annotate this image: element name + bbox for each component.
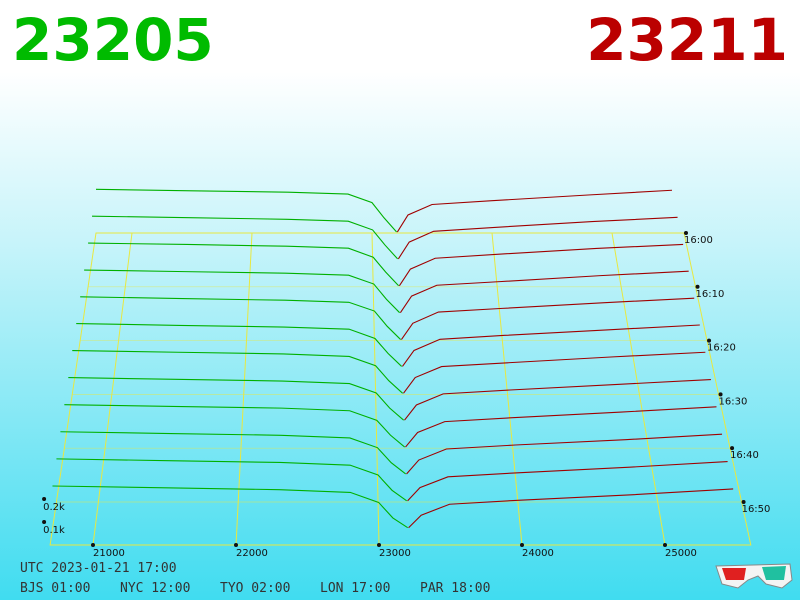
bid-depth-line	[56, 458, 408, 502]
zone-time: NYC 12:00	[120, 581, 190, 596]
bid-depth-line	[68, 377, 405, 421]
time-tick-label: 16:20	[707, 343, 736, 354]
ask-depth-line	[397, 216, 678, 260]
time-tick	[707, 338, 712, 343]
price-tick	[377, 543, 381, 547]
zone-time: BJS 01:00	[20, 581, 90, 596]
time-tick-label: 16:10	[696, 289, 725, 300]
price-grid-line	[371, 232, 380, 546]
bid-depth-line	[64, 404, 406, 448]
depth-tick-label: 0.1k	[43, 525, 65, 536]
bid-depth-line	[80, 296, 402, 340]
price-grid-line	[491, 232, 523, 546]
price-tick	[663, 543, 667, 547]
price-grid-line	[611, 232, 666, 546]
bid-depth-line	[76, 322, 403, 367]
time-tick	[730, 446, 735, 451]
ask-depth-line	[401, 324, 700, 367]
x-tick-label: 24000	[522, 548, 554, 559]
x-tick-label: 23000	[379, 548, 411, 559]
time-tick-label: 16:00	[684, 235, 713, 246]
ask-depth-line	[407, 461, 728, 502]
x-tick-label: 25000	[665, 548, 697, 559]
time-tick	[684, 231, 688, 235]
bid-depth-line	[92, 215, 399, 260]
axis-labels: 21000 22000 23000 24000 25000 16:00 16:10 16:20…	[43, 235, 770, 559]
x-tick-label: 22000	[236, 548, 268, 559]
utc-time: UTC 2023-01-21 17:00	[20, 561, 177, 576]
zone-time: TYO 02:00	[220, 581, 290, 596]
x-tick-label: 21000	[93, 548, 125, 559]
bid-depth-line	[52, 485, 409, 529]
ask-depth-line	[396, 189, 673, 233]
ask-depth-line	[403, 351, 706, 394]
best-ask: 23211	[586, 6, 788, 74]
ask-depth-line	[399, 270, 689, 313]
glasses-icon	[715, 563, 793, 589]
bid-depth-line	[88, 242, 400, 287]
ask-depth-line	[400, 297, 695, 340]
depth-tick	[42, 520, 47, 524]
price-tick	[91, 543, 95, 547]
time-tick	[718, 392, 723, 397]
depth-tick-label: 0.2k	[43, 502, 65, 513]
time-tick-label: 16:50	[742, 504, 771, 515]
bid-depth-line	[95, 188, 398, 233]
ask-depth-line	[404, 378, 711, 421]
price-tick	[520, 543, 524, 547]
bid-depth-line	[72, 350, 404, 394]
time-tick-label: 16:40	[730, 450, 759, 461]
time-tick	[695, 284, 700, 289]
depth-lines	[52, 188, 734, 529]
time-tick	[741, 499, 746, 504]
ask-depth-line	[406, 433, 723, 475]
bid-depth-line	[60, 431, 407, 475]
price-grid-line	[92, 232, 133, 546]
depth-tick	[42, 497, 47, 501]
bid-depth-line	[84, 269, 401, 314]
floor-outline	[49, 232, 752, 546]
price-grid-line	[235, 232, 253, 546]
floor-grid	[42, 231, 752, 547]
price-tick	[234, 543, 238, 547]
ask-depth-line	[408, 488, 734, 529]
ask-depth-line	[398, 243, 684, 287]
time-tick-label: 16:30	[719, 396, 748, 407]
best-bid: 23205	[12, 6, 214, 74]
zone-time: LON 17:00	[320, 581, 390, 596]
zone-time: PAR 18:00	[420, 581, 490, 596]
ask-depth-line	[405, 406, 717, 448]
